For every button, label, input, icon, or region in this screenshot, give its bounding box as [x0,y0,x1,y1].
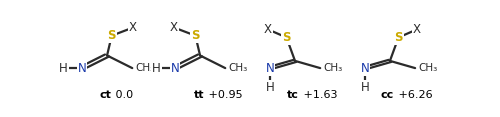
Text: H: H [152,62,160,75]
Text: H: H [360,80,369,93]
Text: CH₃: CH₃ [228,63,248,73]
Text: +6.26: +6.26 [394,90,432,100]
Text: S: S [282,31,290,44]
Text: S: S [191,29,200,42]
Text: X: X [170,21,178,34]
Text: H: H [59,62,68,75]
Text: S: S [108,29,116,42]
Text: CH₃: CH₃ [418,63,438,73]
Text: cc: cc [380,90,394,100]
Text: X: X [129,21,137,34]
Text: CH₃: CH₃ [136,63,154,73]
Text: CH₃: CH₃ [324,63,342,73]
Text: S: S [394,31,402,44]
Text: H: H [266,80,274,93]
Text: N: N [360,62,369,75]
Text: +1.63: +1.63 [300,90,337,100]
Text: tc: tc [287,90,299,100]
Text: ct: ct [99,90,111,100]
Text: N: N [78,62,86,75]
Text: 0.0: 0.0 [112,90,133,100]
Text: N: N [170,62,179,75]
Text: N: N [266,62,274,75]
Text: X: X [264,23,272,36]
Text: tt: tt [194,90,204,100]
Text: X: X [413,23,421,36]
Text: +0.95: +0.95 [204,90,242,100]
